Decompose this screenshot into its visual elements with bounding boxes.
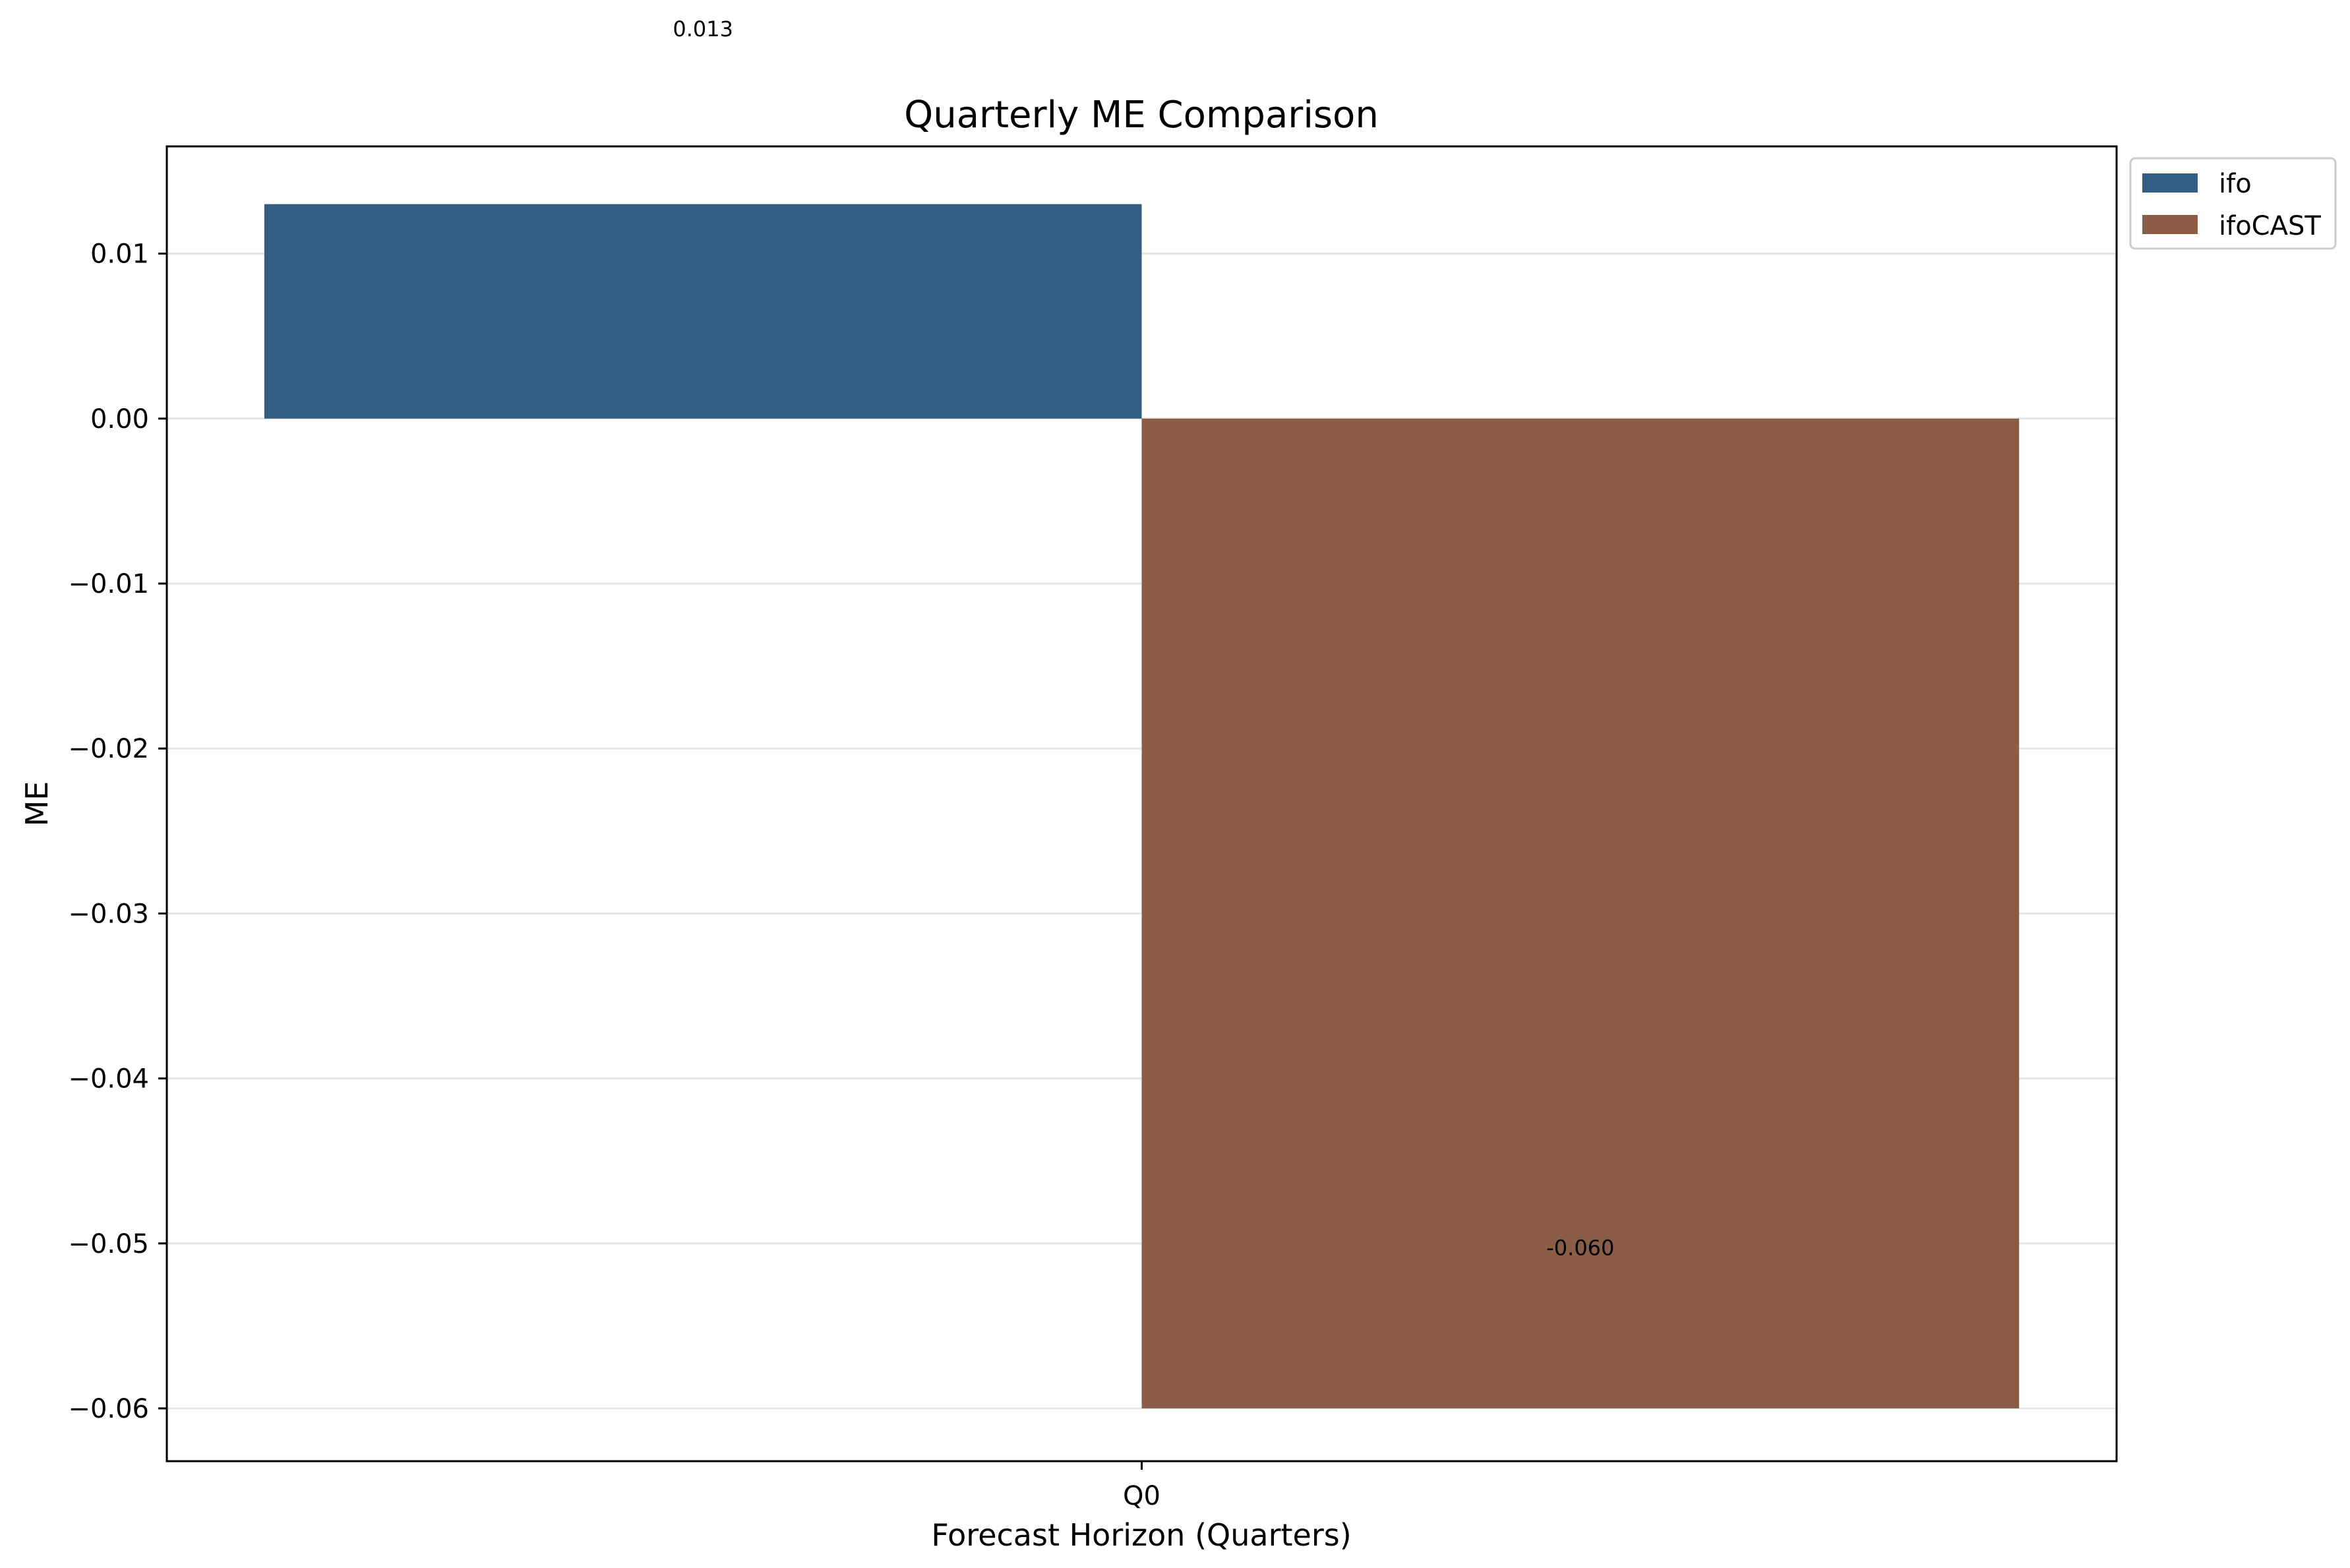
y-tick-label: −0.05 xyxy=(68,1229,149,1259)
bars xyxy=(264,204,2020,1408)
chart-title: Quarterly ME Comparison xyxy=(904,94,1379,136)
legend-swatch-ifocast xyxy=(2142,215,2198,234)
legend-label-ifocast: ifoCAST xyxy=(2219,211,2321,241)
x-axis-label: Forecast Horizon (Quarters) xyxy=(931,1517,1351,1553)
x-axis: Q0 xyxy=(1123,1461,1160,1511)
bar-ifocast xyxy=(1141,418,2020,1408)
legend-swatch-ifo xyxy=(2142,173,2198,193)
data-labels: 0.013 -0.060 xyxy=(673,16,1614,1260)
y-tick-label: −0.03 xyxy=(68,899,149,929)
y-tick-label: 0.01 xyxy=(90,239,149,270)
y-axis-label: ME xyxy=(19,781,55,827)
y-tick-label: −0.02 xyxy=(68,734,149,764)
legend-label-ifo: ifo xyxy=(2219,169,2252,199)
data-label-ifo: 0.013 xyxy=(673,16,733,42)
x-tick-label: Q0 xyxy=(1123,1481,1160,1511)
bar-ifo xyxy=(264,204,1142,419)
y-tick-label: −0.01 xyxy=(68,569,149,599)
y-tick-label: −0.06 xyxy=(68,1394,149,1424)
y-tick-label: −0.04 xyxy=(68,1064,149,1095)
y-axis: 0.01 0.00 −0.01 −0.02 −0.03 −0.04 −0.05 −0.06 xyxy=(68,239,167,1424)
data-label-ifocast: -0.060 xyxy=(1546,1235,1614,1260)
legend: ifo ifoCAST xyxy=(2129,157,2337,250)
y-tick-label: 0.00 xyxy=(90,404,149,435)
